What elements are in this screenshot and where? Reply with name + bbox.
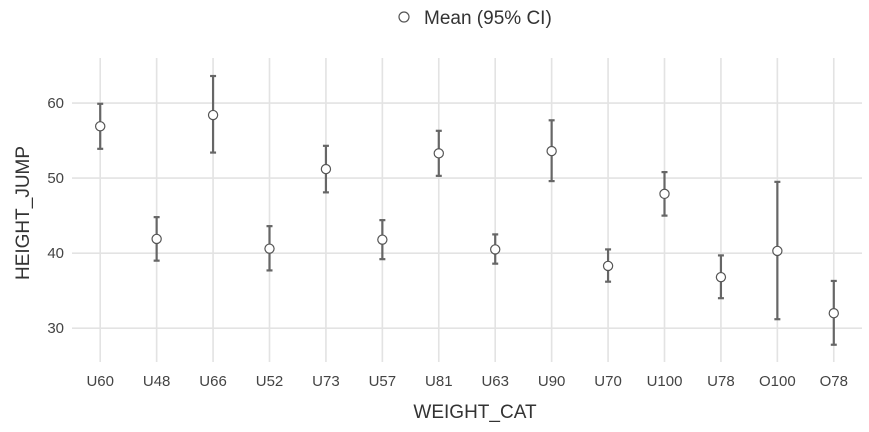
x-axis-title: WEIGHT_CAT xyxy=(413,402,537,423)
y-tick-label: 50 xyxy=(47,170,64,187)
mean-point xyxy=(264,243,275,254)
x-tick-label: U48 xyxy=(143,373,171,390)
mean-point xyxy=(659,188,670,200)
mean-point xyxy=(546,145,557,157)
x-tick-label: U57 xyxy=(369,373,397,390)
mean-point xyxy=(377,234,388,245)
x-tick-label: U66 xyxy=(199,373,227,390)
x-tick-label: U70 xyxy=(594,373,622,390)
x-axis-ticks: U60 U48 U66 U52 U73 U57 U81 U63 U90 U70 U100 U78 O10… xyxy=(86,373,848,390)
x-tick-label: U100 xyxy=(647,373,683,390)
x-tick-label: U73 xyxy=(312,373,340,390)
x-tick-label: O78 xyxy=(820,373,848,390)
x-tick-label: O100 xyxy=(759,373,796,390)
mean-point xyxy=(490,244,501,255)
legend-label: Mean (95% CI) xyxy=(424,8,552,29)
y-tick-label: 30 xyxy=(47,320,64,337)
mean-point xyxy=(151,233,162,245)
mean-point xyxy=(320,163,332,175)
mean-point xyxy=(828,308,839,319)
grid xyxy=(72,58,862,362)
mean-point xyxy=(602,260,614,272)
legend: Mean (95% CI) xyxy=(398,8,552,29)
mean-points xyxy=(95,109,839,319)
y-axis-title: HEIGHT_JUMP xyxy=(13,146,34,280)
x-tick-label: U63 xyxy=(481,373,509,390)
x-tick-label: U60 xyxy=(86,373,114,390)
x-tick-label: U81 xyxy=(425,373,453,390)
x-tick-label: U52 xyxy=(256,373,284,390)
legend-marker-icon xyxy=(398,11,410,23)
mean-point xyxy=(715,271,727,283)
x-tick-label: U90 xyxy=(538,373,566,390)
mean-point xyxy=(207,109,219,121)
x-tick-label: U78 xyxy=(707,373,735,390)
mean-point xyxy=(433,148,444,159)
mean-point xyxy=(95,121,106,132)
y-tick-label: 40 xyxy=(47,245,64,262)
y-tick-label: 60 xyxy=(47,95,64,112)
mean-point xyxy=(772,245,783,257)
y-axis-ticks: 30 40 50 60 xyxy=(47,95,64,337)
